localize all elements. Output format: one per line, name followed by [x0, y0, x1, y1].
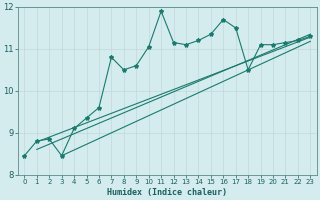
X-axis label: Humidex (Indice chaleur): Humidex (Indice chaleur)	[107, 188, 227, 197]
